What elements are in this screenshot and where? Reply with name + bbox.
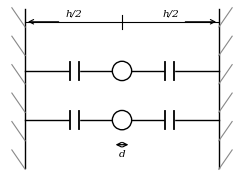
Circle shape — [112, 110, 132, 130]
Text: h/2: h/2 — [65, 9, 82, 18]
Circle shape — [112, 61, 132, 81]
Text: d: d — [119, 150, 125, 159]
Text: h/2: h/2 — [162, 9, 179, 18]
